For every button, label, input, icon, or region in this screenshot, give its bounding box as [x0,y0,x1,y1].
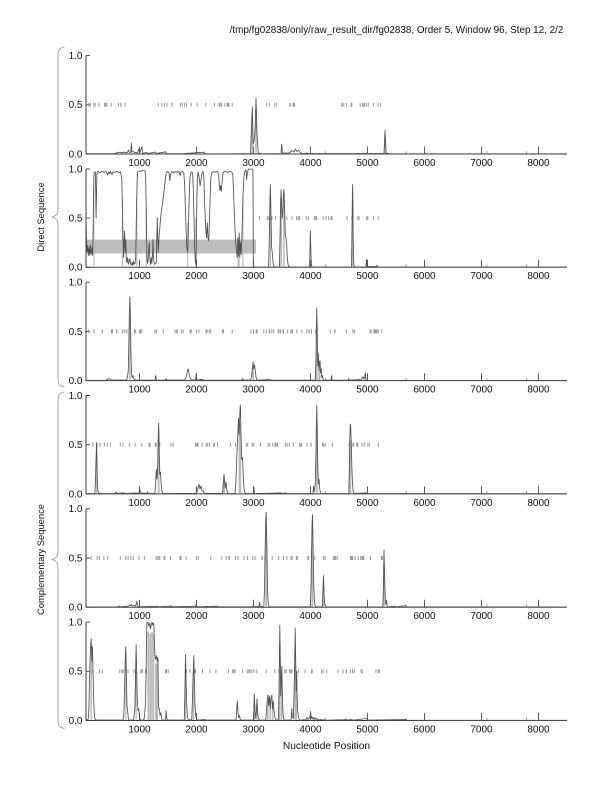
svg-text:3000: 3000 [242,724,265,735]
svg-text:8000: 8000 [527,158,550,169]
svg-text:3000: 3000 [242,158,265,169]
svg-text:2000: 2000 [185,158,208,169]
svg-text:2000: 2000 [185,271,208,282]
svg-text:4000: 4000 [299,724,322,735]
svg-text:0.5: 0.5 [69,667,83,678]
svg-text:0.0: 0.0 [69,376,83,387]
svg-text:1000: 1000 [128,724,151,735]
svg-text:3000: 3000 [242,498,265,509]
svg-text:1.0: 1.0 [69,618,83,629]
svg-text:0.5: 0.5 [69,440,83,451]
svg-text:2000: 2000 [185,611,208,622]
svg-text:1000: 1000 [128,158,151,169]
svg-text:1000: 1000 [128,611,151,622]
svg-text:0.0: 0.0 [69,149,83,160]
svg-text:/tmp/fg02838/only/raw_result_d: /tmp/fg02838/only/raw_result_dir/fg02838… [230,25,564,36]
svg-text:6000: 6000 [413,158,436,169]
svg-text:8000: 8000 [527,271,550,282]
svg-text:2000: 2000 [185,498,208,509]
svg-text:2000: 2000 [185,385,208,396]
svg-text:6000: 6000 [413,611,436,622]
svg-text:5000: 5000 [356,724,379,735]
svg-text:5000: 5000 [356,385,379,396]
svg-text:0.0: 0.0 [69,716,83,727]
svg-text:6000: 6000 [413,498,436,509]
svg-text:1000: 1000 [128,385,151,396]
svg-text:8000: 8000 [527,385,550,396]
svg-text:4000: 4000 [299,271,322,282]
svg-text:7000: 7000 [470,271,493,282]
svg-text:8000: 8000 [527,498,550,509]
svg-text:1.0: 1.0 [69,51,83,62]
svg-text:0.5: 0.5 [69,327,83,338]
svg-text:5000: 5000 [356,498,379,509]
svg-text:6000: 6000 [413,724,436,735]
svg-text:7000: 7000 [470,724,493,735]
svg-text:8000: 8000 [527,724,550,735]
svg-text:Complementary Sequence: Complementary Sequence [35,504,46,615]
svg-text:Nucleotide Position: Nucleotide Position [283,741,370,752]
svg-text:2000: 2000 [185,724,208,735]
svg-text:0.0: 0.0 [69,489,83,500]
svg-text:0.0: 0.0 [69,263,83,274]
svg-text:5000: 5000 [356,611,379,622]
svg-text:1.0: 1.0 [69,164,83,175]
svg-text:4000: 4000 [299,498,322,509]
svg-text:3000: 3000 [242,611,265,622]
svg-text:1000: 1000 [128,498,151,509]
svg-text:8000: 8000 [527,611,550,622]
svg-text:7000: 7000 [470,611,493,622]
svg-text:6000: 6000 [413,271,436,282]
svg-text:3000: 3000 [242,271,265,282]
svg-text:1.0: 1.0 [69,278,83,289]
svg-text:7000: 7000 [470,498,493,509]
svg-text:1000: 1000 [128,271,151,282]
svg-text:Direct Sequence: Direct Sequence [35,182,46,251]
svg-text:6000: 6000 [413,385,436,396]
svg-text:4000: 4000 [299,611,322,622]
svg-text:3000: 3000 [242,385,265,396]
svg-text:7000: 7000 [470,385,493,396]
svg-text:0.5: 0.5 [69,100,83,111]
svg-text:4000: 4000 [299,158,322,169]
svg-text:1.0: 1.0 [69,504,83,515]
svg-text:5000: 5000 [356,158,379,169]
svg-text:0.5: 0.5 [69,553,83,564]
svg-text:0.0: 0.0 [69,603,83,614]
svg-text:5000: 5000 [356,271,379,282]
svg-text:1.0: 1.0 [69,391,83,402]
svg-text:7000: 7000 [470,158,493,169]
svg-text:0.5: 0.5 [69,214,83,225]
svg-text:4000: 4000 [299,385,322,396]
